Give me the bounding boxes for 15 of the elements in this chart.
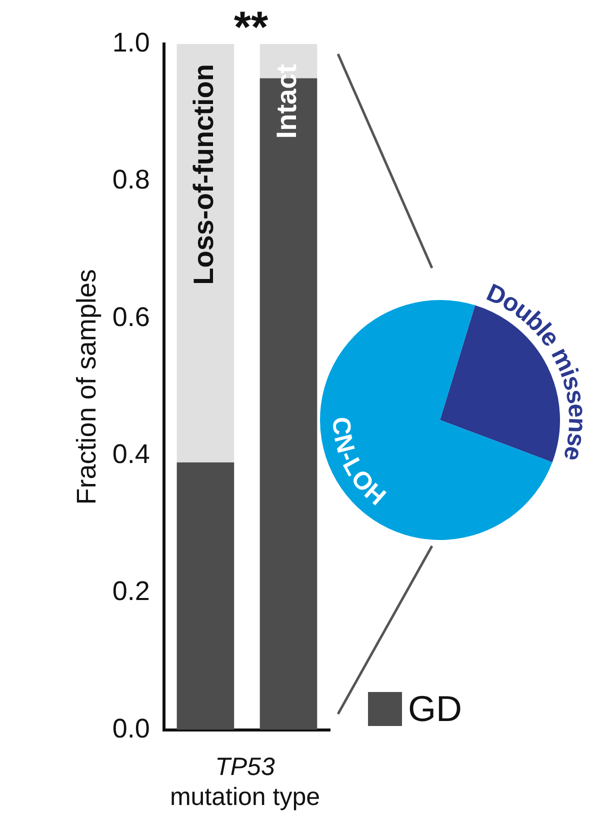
y-tick-label: 0.0 xyxy=(112,713,150,744)
bar xyxy=(176,462,234,730)
y-tick-label: 0.6 xyxy=(112,302,150,332)
y-tick-label: 0.2 xyxy=(112,576,150,606)
category-label: Double missense xyxy=(482,278,592,464)
annotation: ** xyxy=(234,3,269,52)
legend-label: GD xyxy=(408,688,462,730)
y-tick-label: 1.0 xyxy=(112,27,150,58)
slice-label: CN-LOH xyxy=(326,416,391,511)
y-tick-label: 0.8 xyxy=(112,164,150,195)
x-tick-label: Loss-of-function xyxy=(188,64,220,285)
bar xyxy=(176,44,234,462)
y-tick-label: 0.4 xyxy=(112,438,150,469)
y-axis-title: Fraction of samples xyxy=(72,269,102,505)
x-axis-title: TP53 mutation type xyxy=(168,752,322,812)
